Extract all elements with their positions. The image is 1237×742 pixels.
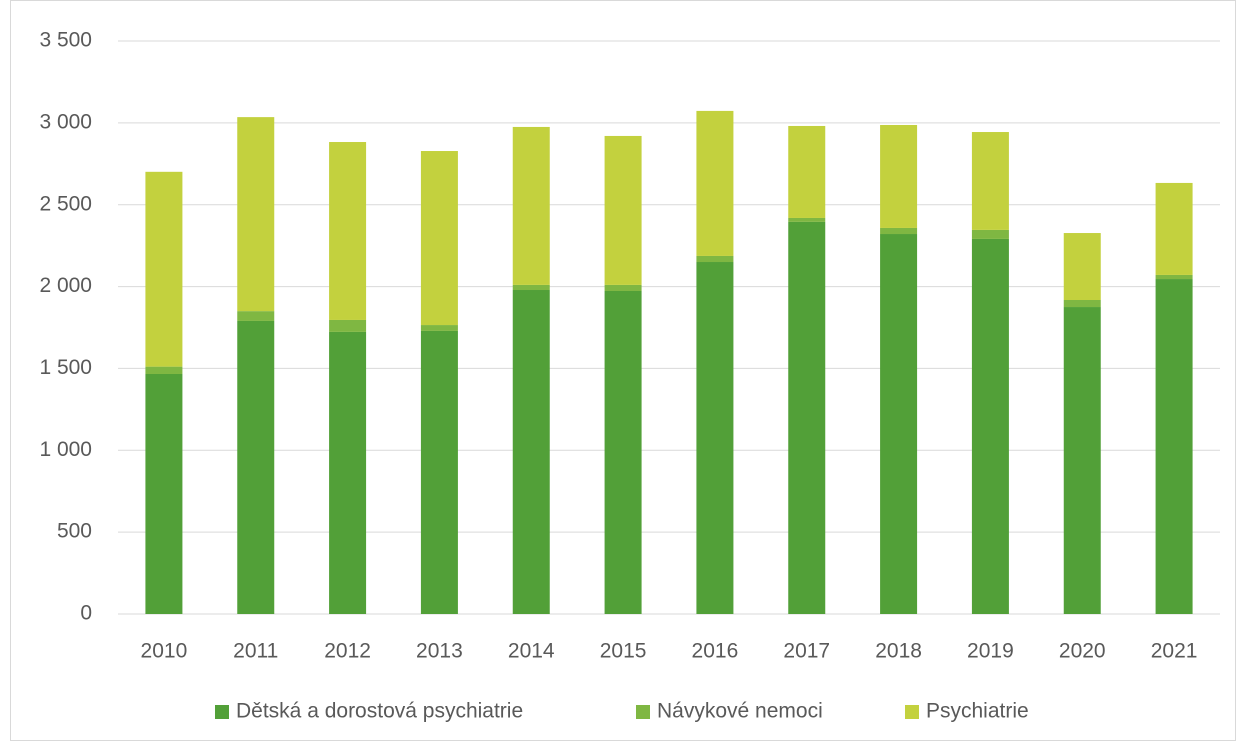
x-tick-label: 2017	[783, 640, 830, 663]
bar-segment	[512, 284, 550, 291]
x-tick-label: 2021	[1151, 640, 1198, 663]
bar-segment	[604, 284, 642, 291]
bar-segment	[696, 262, 734, 614]
y-tick-label: 500	[57, 520, 92, 543]
bar-segment	[788, 221, 826, 614]
legend-label: Dětská a dorostová psychiatrie	[236, 700, 523, 723]
bar-segment	[1155, 274, 1193, 280]
bar-segment	[1155, 279, 1193, 614]
bar-segment	[329, 142, 367, 320]
y-tick-label: 3 000	[39, 110, 92, 133]
bar-segment	[329, 331, 367, 614]
bar-segment	[237, 311, 275, 321]
legend-swatch	[215, 705, 229, 719]
y-tick-label: 1 000	[39, 438, 92, 461]
x-tick-label: 2018	[875, 640, 922, 663]
bar-segment	[788, 125, 826, 218]
x-tick-label: 2012	[324, 640, 371, 663]
x-tick-label: 2011	[233, 640, 278, 663]
y-tick-label: 1 500	[39, 356, 92, 379]
y-tick-label: 2 000	[39, 274, 92, 297]
legend-label: Psychiatrie	[926, 700, 1029, 723]
bar-segment	[145, 373, 183, 614]
legend-label: Návykové nemoci	[657, 700, 823, 723]
bar-segment	[512, 290, 550, 614]
bar-segment	[880, 227, 918, 235]
bar-segment	[237, 320, 275, 614]
x-tick-label: 2013	[416, 640, 463, 663]
bar-segment	[604, 290, 642, 614]
bar-segment	[696, 255, 734, 263]
bar-segment	[1063, 299, 1101, 308]
bar-segment	[145, 366, 183, 374]
x-tick-label: 2016	[692, 640, 739, 663]
bar-segment	[971, 229, 1009, 239]
bar-segment	[696, 110, 734, 256]
bar-segment	[329, 319, 367, 332]
bar-segment	[512, 126, 550, 285]
bar-segment	[1155, 182, 1193, 275]
y-tick-label: 0	[80, 602, 92, 625]
bar-segment	[420, 325, 458, 331]
x-tick-label: 2015	[600, 640, 647, 663]
bar-segment	[971, 238, 1009, 614]
bar-segment	[420, 151, 458, 326]
bar-segment	[1063, 233, 1101, 300]
bar-segment	[971, 132, 1009, 230]
bar-segment	[237, 117, 275, 312]
bar-segment	[880, 234, 918, 614]
y-tick-label: 3 500	[39, 29, 92, 52]
bar-segment	[420, 330, 458, 614]
bar-segment	[788, 217, 826, 222]
bar-segment	[880, 124, 918, 228]
bar-segment	[604, 135, 642, 285]
legend-swatch	[636, 705, 650, 719]
x-tick-label: 2020	[1059, 640, 1106, 663]
legend-swatch	[905, 705, 919, 719]
y-tick-label: 2 500	[39, 192, 92, 215]
bar-segment	[145, 171, 183, 367]
x-tick-label: 2019	[967, 640, 1014, 663]
x-tick-label: 2014	[508, 640, 555, 663]
bar-segment	[1063, 307, 1101, 614]
x-tick-label: 2010	[141, 640, 188, 663]
